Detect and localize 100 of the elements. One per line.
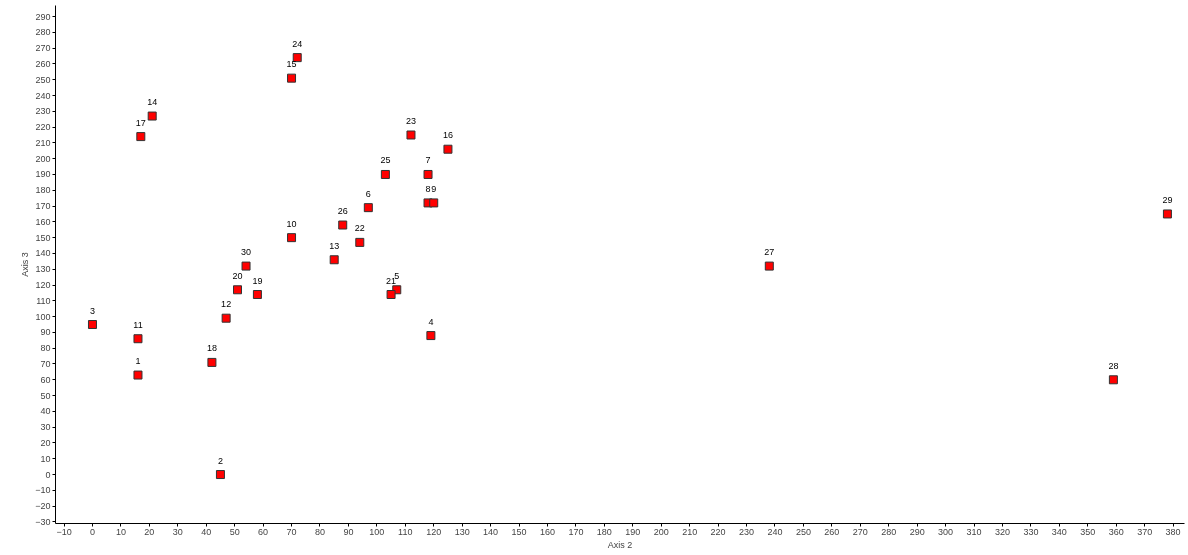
annotation: 24 bbox=[292, 38, 303, 49]
point bbox=[764, 261, 774, 271]
annotation: 3 bbox=[89, 305, 95, 316]
y-tick-label: −20 bbox=[35, 501, 51, 512]
annotation: 9 bbox=[431, 183, 437, 194]
point bbox=[133, 334, 143, 344]
x-tick-label: 170 bbox=[568, 526, 584, 537]
x-tick-label: −10 bbox=[56, 526, 72, 537]
point bbox=[1108, 375, 1118, 385]
annotation: 29 bbox=[1162, 194, 1173, 205]
x-tick-label: 50 bbox=[229, 526, 240, 537]
y-tick-label: 70 bbox=[40, 358, 51, 369]
y-tick-label: 210 bbox=[35, 137, 51, 148]
point bbox=[133, 370, 143, 380]
x-tick-label: 220 bbox=[710, 526, 726, 537]
point bbox=[386, 290, 396, 300]
annotation: 4 bbox=[428, 316, 434, 327]
annotation: 18 bbox=[206, 343, 217, 354]
annotation: 1 bbox=[135, 356, 141, 367]
x-tick-label: 250 bbox=[795, 526, 811, 537]
annotation: 7 bbox=[425, 155, 431, 166]
annotation: 20 bbox=[232, 270, 243, 281]
point bbox=[1162, 209, 1172, 219]
annotation: 8 bbox=[425, 183, 431, 194]
point bbox=[136, 132, 146, 142]
point bbox=[426, 331, 436, 341]
x-tick-label: 300 bbox=[938, 526, 954, 537]
point bbox=[406, 130, 416, 140]
point bbox=[329, 255, 339, 265]
annotation: 27 bbox=[764, 247, 775, 258]
annotation: 13 bbox=[329, 240, 340, 251]
y-tick-label: 220 bbox=[35, 122, 51, 133]
y-axis-title: Axis 3 bbox=[20, 252, 31, 277]
y-tick-label: 270 bbox=[35, 43, 51, 54]
y-tick-label: 250 bbox=[35, 74, 51, 85]
x-axis-title: Axis 2 bbox=[607, 539, 633, 550]
y-tick-label: 100 bbox=[35, 311, 51, 322]
x-tick-label: 310 bbox=[966, 526, 982, 537]
point bbox=[233, 285, 243, 295]
point bbox=[147, 111, 157, 121]
y-tick-label: 170 bbox=[35, 201, 51, 212]
annotation: 12 bbox=[221, 299, 232, 310]
y-tick-label: 260 bbox=[35, 58, 51, 69]
point bbox=[215, 470, 225, 480]
y-tick-label: 190 bbox=[35, 169, 51, 180]
x-tick-label: 100 bbox=[369, 526, 385, 537]
point bbox=[423, 169, 433, 179]
annotation: 23 bbox=[405, 116, 416, 126]
x-tick-label: 10 bbox=[115, 526, 126, 537]
annotation: 16 bbox=[442, 130, 453, 141]
y-tick-label: 20 bbox=[40, 437, 51, 448]
y-tick-label: 50 bbox=[40, 390, 51, 401]
x-tick-label: 120 bbox=[426, 526, 442, 537]
x-tick-label: 290 bbox=[909, 526, 925, 537]
point bbox=[380, 169, 390, 179]
x-tick-label: 200 bbox=[653, 526, 669, 537]
x-tick-label: 160 bbox=[539, 526, 556, 537]
x-tick-label: 130 bbox=[454, 526, 470, 537]
y-tick-label: 0 bbox=[45, 469, 51, 480]
y-tick-label: 200 bbox=[35, 153, 51, 164]
x-tick-label: 180 bbox=[596, 526, 612, 537]
annotation: 25 bbox=[380, 155, 391, 166]
x-tick-label: 20 bbox=[144, 526, 155, 537]
annotation: 28 bbox=[1108, 360, 1119, 371]
y-tick-label: 290 bbox=[35, 11, 51, 22]
x-tick-label: 90 bbox=[343, 526, 354, 537]
x-tick-label: 380 bbox=[1165, 526, 1181, 537]
annotation: 19 bbox=[252, 275, 263, 286]
x-tick-label: 240 bbox=[767, 526, 783, 537]
y-tick-label: 150 bbox=[35, 232, 51, 243]
y-tick-label: 230 bbox=[35, 106, 51, 117]
annotation: 15 bbox=[286, 59, 297, 70]
annotation: 14 bbox=[147, 97, 158, 108]
y-tick-label: 40 bbox=[40, 406, 51, 417]
point bbox=[241, 261, 251, 271]
x-tick-label: 70 bbox=[286, 526, 297, 537]
x-tick-label: 350 bbox=[1080, 526, 1096, 537]
x-tick-label: 270 bbox=[852, 526, 868, 537]
y-tick-label: 30 bbox=[40, 422, 51, 433]
y-tick-label: 10 bbox=[40, 453, 51, 464]
point bbox=[429, 198, 439, 208]
y-tick-label: 160 bbox=[35, 216, 51, 227]
x-tick-label: 210 bbox=[682, 526, 698, 537]
point bbox=[338, 220, 348, 230]
point bbox=[363, 203, 373, 213]
x-tick-label: 260 bbox=[824, 526, 840, 537]
annotation: 6 bbox=[365, 188, 371, 199]
point bbox=[252, 290, 262, 300]
x-tick-label: 230 bbox=[739, 526, 755, 537]
x-tick-label: 340 bbox=[1051, 526, 1067, 537]
annotation: 10 bbox=[286, 218, 297, 229]
annotation: 26 bbox=[337, 206, 348, 217]
y-tick-label: 120 bbox=[35, 280, 51, 291]
x-tick-label: 190 bbox=[625, 526, 641, 537]
x-tick-label: 330 bbox=[1023, 526, 1039, 537]
y-tick-label: 240 bbox=[35, 90, 51, 101]
point bbox=[287, 73, 297, 83]
x-tick-label: 150 bbox=[511, 526, 527, 537]
x-tick-label: 60 bbox=[258, 526, 269, 537]
annotation: 22 bbox=[354, 223, 365, 234]
